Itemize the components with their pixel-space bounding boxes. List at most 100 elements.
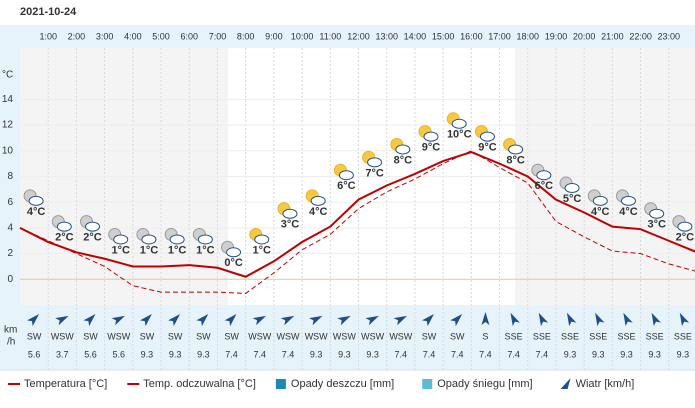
wind-direction: SW	[27, 331, 42, 341]
wind-speed: 9.3	[366, 349, 379, 359]
wind-direction: SW	[224, 331, 239, 341]
wind-speed: 9.3	[169, 349, 182, 359]
wind-arrow	[393, 315, 408, 326]
wind-speed: 7.4	[479, 349, 492, 359]
legend-label: Opady deszczu [mm]	[291, 378, 394, 390]
temperature-label: 1°C	[196, 244, 215, 256]
hour-label: 21:00	[601, 31, 624, 41]
cloud	[282, 208, 298, 219]
cloud	[197, 234, 213, 245]
weather-icon	[559, 176, 580, 194]
wind-direction: SW	[450, 331, 465, 341]
temperature-label: 4°C	[591, 206, 610, 218]
wind-direction: WSW	[333, 331, 356, 341]
hour-label: 22:00	[629, 31, 652, 41]
hour-label: 15:00	[432, 31, 455, 41]
wind-speed: 5.6	[112, 349, 125, 359]
left-axis-band	[0, 48, 20, 370]
weather-icon	[672, 215, 693, 232]
wind-speed: 9.3	[564, 349, 577, 359]
cloud	[56, 221, 72, 232]
hour-label: 19:00	[545, 31, 568, 41]
temperature-label: 5°C	[563, 193, 582, 205]
temperature-line	[19, 151, 695, 278]
wind-speed: 9.3	[338, 349, 351, 359]
legend-label: Wiatr [km/h]	[576, 378, 635, 390]
hour-label: 10:00	[291, 31, 314, 41]
y-unit: °C	[2, 70, 13, 81]
wind-speed: 7.4	[282, 349, 295, 359]
wind-direction: SW	[140, 331, 155, 341]
wind-speed: 3.7	[56, 349, 69, 359]
cloud	[254, 234, 270, 245]
wind-speed: 7.4	[423, 349, 436, 359]
weather-icon	[333, 163, 354, 181]
cloud	[649, 208, 665, 219]
cloud	[677, 221, 693, 232]
temperature-label: 2°C	[55, 232, 74, 244]
wind-direction: WSW	[276, 331, 299, 341]
weather-icon	[615, 189, 636, 206]
hour-label: 12:00	[347, 31, 370, 41]
wind-direction: SSE	[533, 331, 551, 341]
hour-label: 6:00	[180, 31, 198, 41]
legend-swatch	[275, 379, 286, 389]
wind-direction: WSW	[51, 331, 74, 341]
wind-arrow	[139, 314, 152, 327]
weather-icon	[80, 215, 101, 232]
weather-icon	[221, 240, 242, 258]
wind-direction: WSW	[361, 331, 384, 341]
hour-label: 2:00	[68, 31, 86, 41]
hour-label: 14:00	[404, 31, 427, 41]
weather-icon	[418, 125, 439, 142]
y-tick-label: 4	[7, 223, 13, 234]
weather-icon	[531, 163, 552, 181]
weather-icon	[644, 202, 665, 219]
temperature-label: 4°C	[619, 206, 638, 218]
cloud	[367, 157, 383, 168]
wind-direction: WSW	[305, 331, 328, 341]
cloud	[28, 195, 44, 206]
hour-label: 16:00	[460, 31, 483, 41]
cloud	[508, 144, 524, 155]
wind-direction: SW	[422, 331, 437, 341]
hour-label: 9:00	[265, 31, 283, 41]
wind-arrow	[337, 315, 351, 326]
temperature-label: 9°C	[478, 142, 497, 154]
wind-arrow	[168, 314, 181, 327]
wind-speed: 7.4	[225, 349, 238, 359]
wind-direction: WSW	[389, 331, 412, 341]
temperature-label: 3°C	[281, 219, 300, 231]
wind-arrow	[27, 314, 40, 327]
temperature-label: 1°C	[111, 244, 130, 256]
hour-label: 5:00	[152, 31, 170, 41]
cloud	[564, 183, 580, 194]
wind-unit: /h	[7, 337, 15, 348]
wind-speed: 9.3	[197, 349, 210, 359]
wind-arrow	[252, 315, 267, 326]
cloud	[620, 195, 636, 206]
hour-header	[0, 25, 695, 48]
hour-label: 3:00	[96, 31, 114, 41]
temperature-label: 2°C	[676, 232, 695, 244]
cloud	[479, 131, 495, 142]
weather-icon	[390, 138, 411, 155]
cloud	[226, 247, 242, 258]
temperature-label: 1°C	[253, 244, 272, 256]
y-tick-label: 2	[7, 248, 13, 259]
date: 2021-10-24	[20, 6, 77, 18]
wind-speed: 5.6	[84, 349, 97, 359]
hour-label: 11:00	[319, 31, 341, 41]
wind-direction: WSW	[248, 331, 271, 341]
wind-arrow	[309, 315, 323, 326]
wind-unit: km	[4, 325, 17, 336]
wind-speed: 7.4	[451, 349, 464, 359]
temperature-label: 4°C	[309, 206, 328, 218]
y-tick-label: 10	[2, 145, 14, 156]
wind-arrow	[623, 312, 633, 327]
wind-speed: 9.3	[310, 349, 323, 359]
y-tick-label: 6	[7, 197, 13, 208]
wind-speed: 9.3	[620, 349, 633, 359]
wind-arrow	[365, 315, 379, 326]
